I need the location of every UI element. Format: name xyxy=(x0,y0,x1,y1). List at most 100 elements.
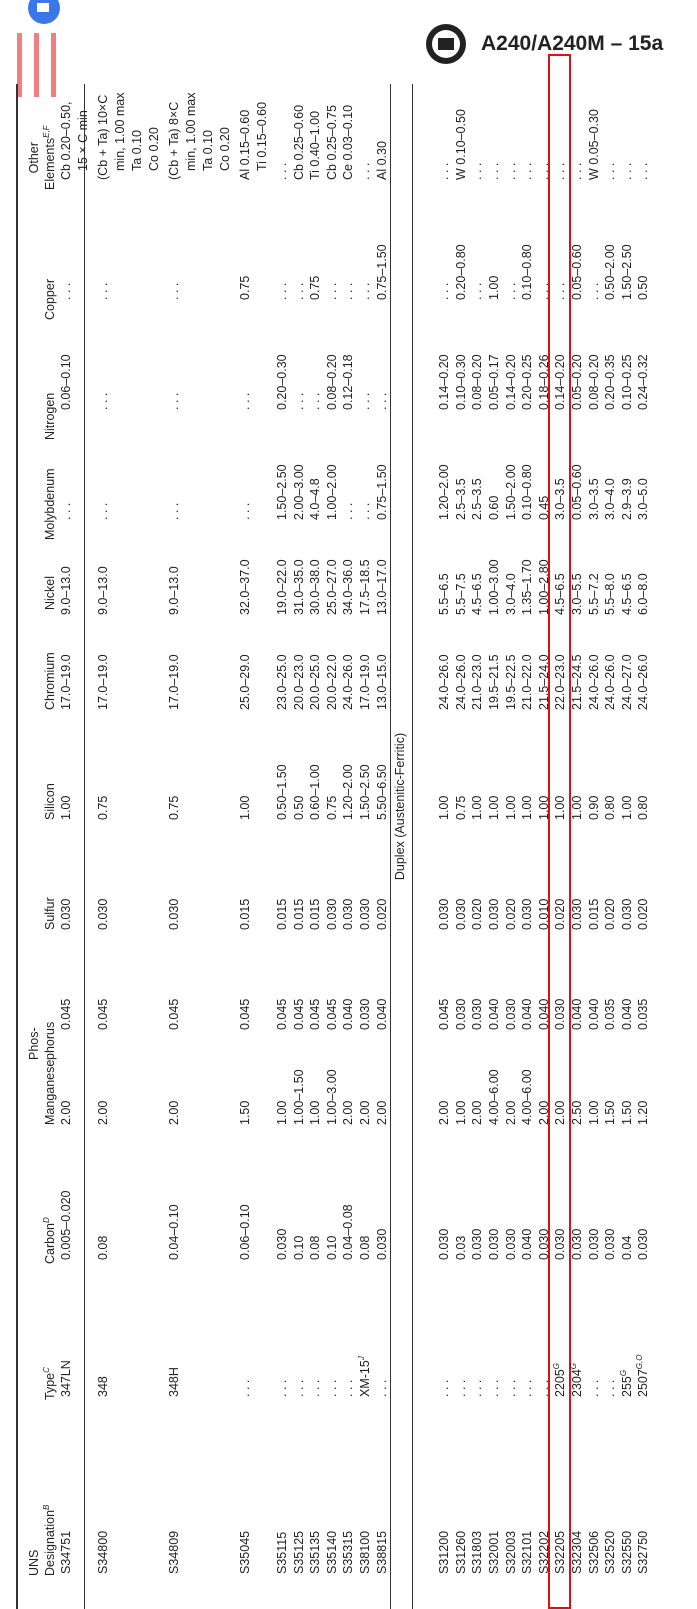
cell: . . . xyxy=(553,162,568,180)
cell: 0.75 xyxy=(96,795,110,820)
header-text: Molybdenum xyxy=(43,468,57,540)
header-text: Nitrogen xyxy=(43,392,57,440)
column-header: Other ElementsE,F xyxy=(26,125,58,190)
cell: 0.08 xyxy=(358,1235,372,1260)
rule xyxy=(84,84,85,1609)
rule xyxy=(16,84,18,1609)
cell: . . . xyxy=(619,162,634,180)
cell: . . . xyxy=(238,392,252,410)
cell: 17.0–19.0 xyxy=(167,654,181,710)
cell: 0.10 xyxy=(324,1235,339,1260)
cell: . . . xyxy=(341,1379,356,1397)
cell: (Cb + Ta) 10×C min, 1.00 max Ta 0.10 Co 0.2… xyxy=(95,92,163,180)
cell: 0.045 xyxy=(308,998,323,1030)
column-header: Copper xyxy=(42,279,58,320)
cell: 24.0–26.0 xyxy=(453,654,468,710)
cell: 0.015 xyxy=(291,898,306,930)
cell: . . . xyxy=(553,282,568,300)
cell: 0.030 xyxy=(503,998,518,1030)
row-designation: S35315 xyxy=(341,1530,356,1574)
cell: 2.00–3.00 xyxy=(291,464,306,520)
column-header: Manganese xyxy=(42,1060,58,1125)
cell: 0.030 xyxy=(520,898,535,930)
cell: . . . xyxy=(470,282,485,300)
header-line: TypeC xyxy=(42,1367,58,1400)
cell: W 0.05–0.30 xyxy=(586,109,601,180)
cell: 0.040 xyxy=(487,998,501,1030)
cell: 0.80 xyxy=(636,795,651,820)
cell: 0.08–0.20 xyxy=(324,354,339,410)
cell: 17.5–18.5 xyxy=(358,559,372,615)
cell: . . . xyxy=(96,282,110,300)
cell-line: Co 0.20 xyxy=(147,127,161,171)
cell: 0.020 xyxy=(374,898,389,930)
row-designation: S34800 xyxy=(96,1530,110,1574)
cell: Cb 0.20–0.50, 15 × C min xyxy=(58,101,92,180)
cell: (Cb + Ta) 8×C min, 1.00 max Ta 0.10 Co 0.20 xyxy=(166,92,234,180)
header-text: Nickel xyxy=(43,575,57,610)
cell-line: Al 0.15–0.60 xyxy=(238,109,252,180)
cell-line: (Cb + Ta) 8×C xyxy=(167,101,181,180)
header-line: Molybdenum xyxy=(42,468,58,540)
cell: 2.00 xyxy=(553,1100,568,1125)
cell: 0.06–0.10 xyxy=(59,354,73,410)
cell: 2.00 xyxy=(167,1100,181,1125)
cell: 0.030 xyxy=(358,998,372,1030)
cell: 2.00 xyxy=(59,1100,73,1125)
cell-line: 15 × C min xyxy=(76,110,90,171)
header-text: Type xyxy=(43,1372,57,1400)
cell: . . . xyxy=(324,282,339,300)
cell: 2.5–3.5 xyxy=(453,478,468,520)
cell-line: (Cb + Ta) 10×C xyxy=(96,94,110,180)
cell: . . . xyxy=(275,162,289,180)
header-line: Silicon xyxy=(42,783,58,820)
header-line: Manganese xyxy=(42,1060,58,1125)
cell: 21.0–22.0 xyxy=(520,654,535,710)
cell: 2.00 xyxy=(470,1100,485,1125)
cell-line: min, 1.00 max xyxy=(184,92,198,171)
cell: 0.75–1.50 xyxy=(374,464,389,520)
cell: 0.030 xyxy=(358,898,372,930)
cell: 3.0–3.5 xyxy=(586,478,601,520)
cell: 0.14–0.20 xyxy=(503,354,518,410)
cell: . . . xyxy=(374,392,389,410)
cell: 17.0–19.0 xyxy=(96,654,110,710)
cell: 1.20–2.00 xyxy=(341,764,356,820)
row-designation: S32003 xyxy=(503,1530,518,1574)
cell: 0.030 xyxy=(503,1228,518,1260)
cell: 4.5–6.5 xyxy=(553,573,568,615)
cell: 0.05–0.60 xyxy=(570,244,584,300)
cell: 19.0–22.0 xyxy=(275,559,289,615)
column-header: Sulfur xyxy=(42,897,58,930)
cell: . . . xyxy=(603,1379,618,1397)
cell: 0.020 xyxy=(603,898,618,930)
header-text: Phos- xyxy=(27,1027,41,1060)
column-header: Phos-phorus xyxy=(26,1022,58,1060)
cell: 1.50 xyxy=(603,1100,618,1125)
cell: . . . xyxy=(59,502,73,520)
cell: Cb 0.25–0.60 xyxy=(291,104,306,180)
cell-line: Ta 0.10 xyxy=(130,129,144,171)
cell: 2205G xyxy=(552,1363,569,1397)
cell: 0.50–1.50 xyxy=(275,764,289,820)
cell: 0.75 xyxy=(167,795,181,820)
cell: 0.05–0.60 xyxy=(570,464,584,520)
cell: . . . xyxy=(603,162,618,180)
cell: 13.0–17.0 xyxy=(374,559,389,615)
cell: 0.75–1.50 xyxy=(374,244,389,300)
cell: . . . xyxy=(358,282,372,300)
cell: 13.0–15.0 xyxy=(374,654,389,710)
cell: 21.5–24.5 xyxy=(570,654,584,710)
header-line: CarbonD xyxy=(42,1217,58,1264)
cell: 1.00–2.00 xyxy=(324,464,339,520)
cell: 0.030 xyxy=(341,898,356,930)
cell: 5.5–8.0 xyxy=(603,573,618,615)
cell: 1.50–2.50 xyxy=(619,244,634,300)
cell: 4.0–4.8 xyxy=(308,478,323,520)
header-line: Chromium xyxy=(42,652,58,710)
cell: 0.08–0.20 xyxy=(586,354,601,410)
cell: 25.0–29.0 xyxy=(238,654,252,710)
cell: 1.00–3.00 xyxy=(487,559,501,615)
cell-line: Co 0.20 xyxy=(218,127,232,171)
cell: 1.00 xyxy=(553,795,568,820)
